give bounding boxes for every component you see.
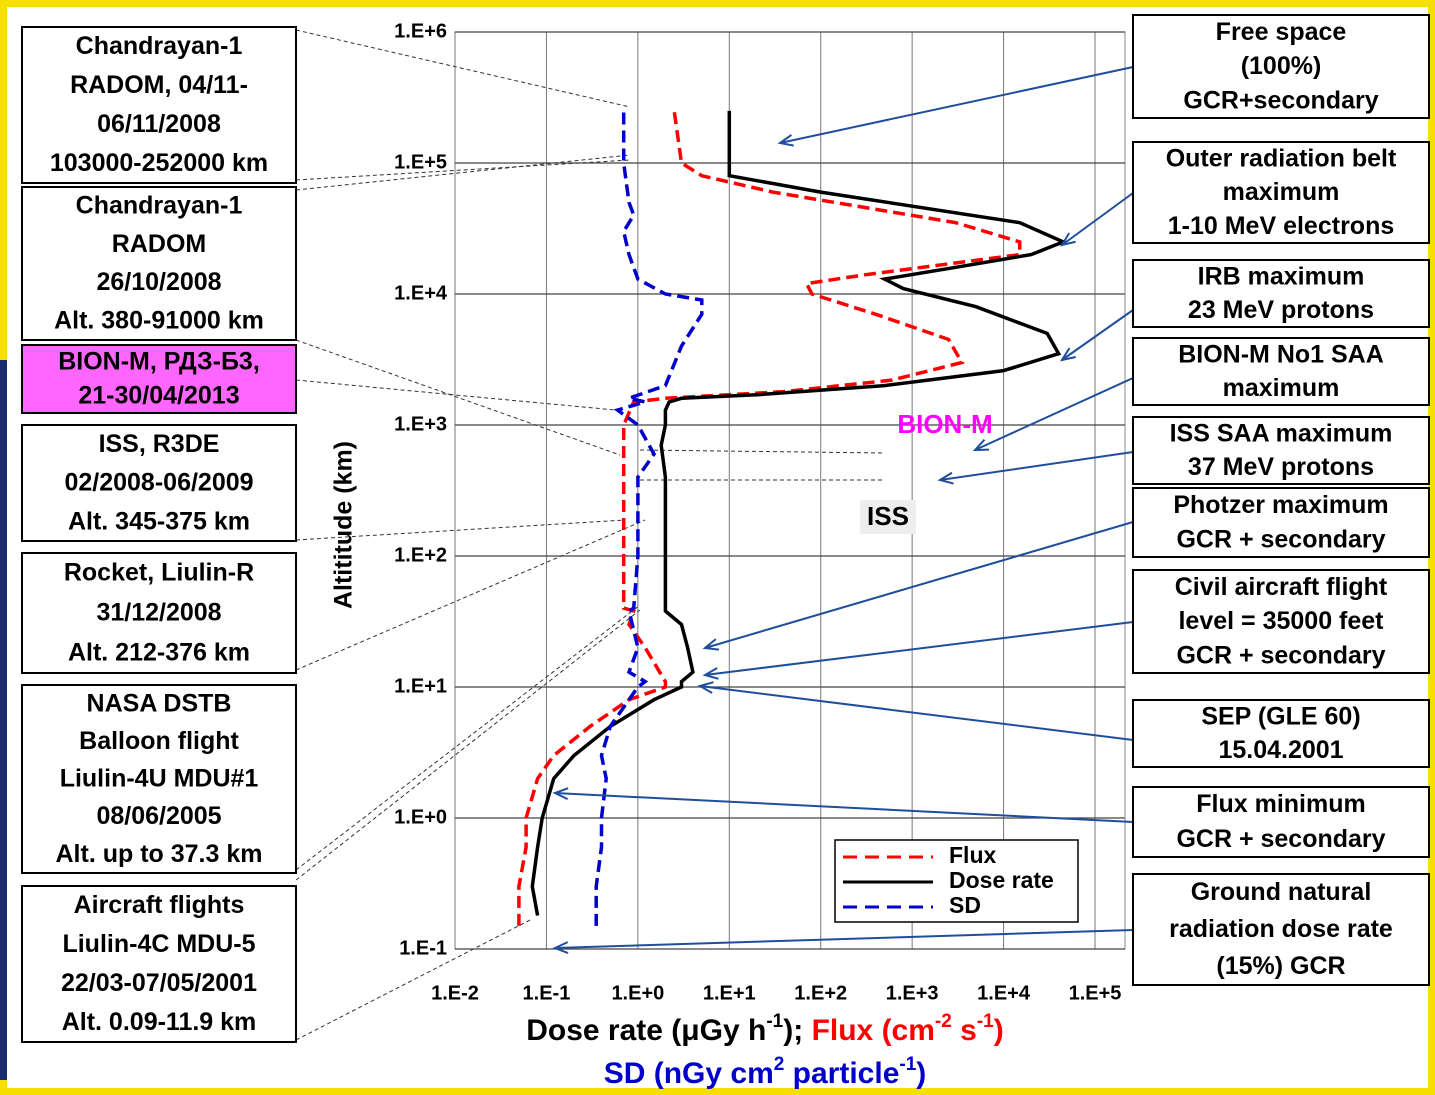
x-axis-label-part: 2 (774, 1054, 785, 1075)
x-axis-label-part: particle (784, 1057, 899, 1090)
note-text: 08/06/2005 (96, 802, 221, 830)
x-axis-label-part: s (952, 1014, 977, 1047)
note-text: maximum (1223, 374, 1340, 402)
x-axis-label-part: -2 (935, 1011, 952, 1032)
note-text: BION-M, РДЗ-Б3, (58, 348, 260, 376)
x-axis-label-part: -1 (977, 1011, 994, 1032)
x-axis-label-part: ) (916, 1057, 926, 1090)
note-text: Alt. 380-91000 km (54, 306, 264, 334)
note-text: ISS SAA maximum (1170, 419, 1393, 447)
x-axis-label-part: -1 (766, 1011, 783, 1032)
y-tick-label: 1.E+3 (394, 413, 447, 435)
y-tick-label: 1.E+2 (394, 544, 447, 566)
note-text: Aircraft flights (74, 891, 245, 919)
x-axis-label-part: ) (994, 1014, 1004, 1047)
y-tick-label: 1.E-1 (399, 937, 447, 959)
legend-label: Dose rate (949, 867, 1054, 893)
note-text: Outer radiation belt (1166, 144, 1397, 172)
page: Altititude (km) 1.E-2 1.E-1 1.E+0 1.E+1 1.E+… (0, 0, 1435, 1095)
note-text: Liulin-4U MDU#1 (60, 765, 259, 793)
y-tick-label: 1.E+1 (394, 675, 447, 697)
x-tick-label: 1.E+4 (977, 982, 1031, 1004)
note-text: Chandrayan-1 (76, 32, 243, 60)
note-text: Civil aircraft flight (1175, 573, 1388, 601)
x-tick-label: 1.E+5 (1069, 982, 1122, 1004)
note-text: 103000-252000 km (50, 149, 268, 177)
note-text: 15.04.2001 (1218, 736, 1343, 764)
note-text: Chandrayan-1 (76, 192, 243, 220)
x-axis-label-part: ); (783, 1014, 811, 1047)
note-text: (15%) GCR (1216, 952, 1345, 980)
x-axis-label-part: SD (nGy cm (604, 1057, 774, 1090)
note-text: Liulin-4C MDU-5 (62, 930, 255, 958)
x-tick-label: 1.E-1 (523, 982, 571, 1004)
note-text: maximum (1223, 178, 1340, 206)
edge-strip (0, 360, 7, 1080)
x-axis-label-part: -1 (899, 1054, 916, 1075)
note-text: SEP (GLE 60) (1201, 702, 1360, 730)
note-text: 02/2008-06/2009 (64, 469, 253, 497)
note-text: Ground natural (1191, 878, 1372, 906)
note-text: Alt. 212-376 km (68, 639, 250, 667)
note-text: 22/03-07/05/2001 (61, 969, 257, 997)
note-text: Alt. 345-375 km (68, 507, 250, 535)
x-axis-label-part: Dose rate (μGy h (526, 1014, 766, 1047)
note-text: GCR+secondary (1183, 86, 1378, 114)
note-text: 21-30/04/2013 (78, 382, 239, 410)
y-tick-label: 1.E+5 (394, 151, 447, 173)
point-label: BION-M (897, 409, 992, 439)
note-text: 1-10 MeV electrons (1168, 212, 1395, 240)
note-text: GCR + secondary (1176, 641, 1385, 669)
note-text: Rocket, Liulin-R (64, 559, 254, 587)
y-tick-label: 1.E+4 (394, 282, 448, 304)
note-text: Photzer maximum (1173, 491, 1388, 519)
note-text: ISS, R3DE (99, 430, 220, 458)
note-text: Flux minimum (1196, 790, 1365, 818)
x-tick-label: 1.E+2 (794, 982, 847, 1004)
note-text: 23 MeV protons (1188, 296, 1374, 324)
x-axis-label-part: Flux (cm (812, 1014, 935, 1047)
note-text: radiation dose rate (1169, 915, 1393, 943)
note-text: RADOM (112, 230, 206, 258)
x-tick-label: 1.E+1 (703, 982, 756, 1004)
y-tick-label: 1.E+6 (394, 20, 447, 42)
x-tick-label: 1.E+3 (886, 982, 939, 1004)
legend-label: Flux (949, 842, 996, 868)
legend-label: SD (949, 892, 981, 918)
note-text: 06/11/2008 (97, 110, 221, 138)
note-text: GCR + secondary (1176, 525, 1385, 553)
x-tick-label: 1.E-2 (431, 982, 479, 1004)
note-text: Alt. 0.09-11.9 km (62, 1008, 257, 1036)
y-tick-label: 1.E+0 (394, 806, 447, 828)
note-text: Balloon flight (79, 727, 239, 755)
y-axis-label: Altititude (km) (330, 441, 358, 609)
note-text: (100%) (1241, 52, 1322, 80)
point-label: ISS (867, 501, 909, 531)
note-text: Free space (1216, 18, 1347, 46)
note-text: NASA DSTB (87, 689, 232, 717)
note-text: GCR + secondary (1176, 825, 1385, 853)
plot-area (455, 32, 1125, 949)
note-text: IRB maximum (1198, 262, 1365, 290)
note-text: 37 MeV protons (1188, 453, 1374, 481)
x-axis-label: Dose rate (μGy h-1); Flux (cm-2 s-1) (526, 1011, 1004, 1047)
note-text: 26/10/2008 (96, 268, 221, 296)
x-tick-label: 1.E+0 (611, 982, 664, 1004)
note-text: BION-M No1 SAA (1178, 340, 1384, 368)
note-text: Alt. up to 37.3 km (56, 840, 263, 868)
x-axis-label: SD (nGy cm2 particle-1) (604, 1054, 927, 1090)
note-text: level = 35000 feet (1178, 607, 1384, 635)
note-text: RADOM, 04/11- (70, 71, 248, 99)
note-text: 31/12/2008 (96, 599, 221, 627)
